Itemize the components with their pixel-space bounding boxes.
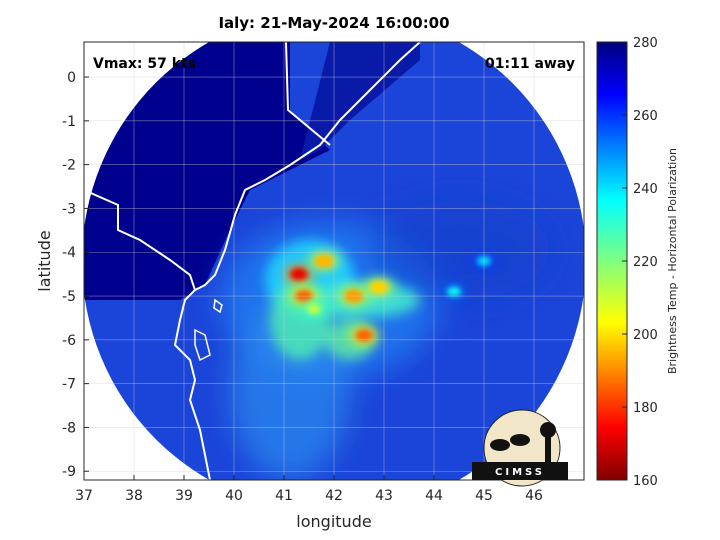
cold-feature [369, 280, 389, 295]
x-tick-label: 46 [525, 488, 543, 504]
y-axis-label: latitude [35, 230, 54, 291]
x-tick-label: 38 [125, 488, 143, 504]
logo-text: CIMSS [495, 467, 545, 478]
colorbar-tick-label: 260 [633, 109, 658, 124]
colorbar-tick-label: 200 [633, 328, 658, 343]
x-tick-label: 45 [475, 488, 493, 504]
x-tick-label: 37 [75, 488, 93, 504]
colorbar-tick-label: 180 [633, 401, 658, 416]
x-tick-label: 40 [225, 488, 243, 504]
y-tick-label: -9 [62, 464, 76, 480]
y-tick-label: -7 [62, 377, 76, 393]
cold-feature [355, 329, 373, 342]
y-axis-ticks: 0 -1 -2 -3 -4 -5 -6 -7 -8 -9 [62, 70, 89, 480]
colorbar-tick-label: 240 [633, 182, 658, 197]
y-tick-label: -1 [62, 114, 76, 130]
cold-feature [314, 254, 334, 268]
x-tick-label: 42 [325, 488, 343, 504]
y-tick-label: -6 [62, 333, 76, 349]
y-tick-label: -5 [62, 289, 76, 305]
coastline [84, 189, 211, 480]
time-away-annotation: 01:11 away [485, 56, 575, 72]
colorbar-ticks: 280 260 240 220 200 180 160 [622, 36, 658, 489]
x-tick-label: 43 [375, 488, 393, 504]
colorbar-tick-label: 160 [633, 474, 658, 489]
y-tick-label: -2 [62, 158, 76, 174]
colorbar-label: Brightness Temp - Horizontal Polarizatio… [666, 148, 679, 374]
vmax-annotation: Vmax: 57 kts [93, 56, 196, 72]
y-tick-label: -8 [62, 420, 76, 436]
land-warm-region [84, 42, 330, 300]
colorbar-tick-label: 280 [633, 36, 658, 51]
x-axis-label: longitude [296, 512, 371, 531]
cold-feature [290, 267, 308, 281]
x-axis-ticks: 37 38 39 40 41 42 43 44 45 46 [75, 475, 543, 504]
coastline-north [194, 42, 421, 291]
island [194, 328, 211, 362]
colorbar-tick-label: 220 [633, 255, 658, 270]
x-tick-label: 44 [425, 488, 443, 504]
grid-lines [84, 42, 584, 480]
cold-feature [307, 304, 321, 315]
cimss-logo: CIMSS [472, 409, 568, 487]
cold-feature [447, 286, 461, 297]
x-tick-label: 41 [275, 488, 293, 504]
y-tick-label: -3 [62, 201, 76, 217]
chart-title: Ialy: 21-May-2024 16:00:00 [218, 14, 450, 32]
y-tick-label: 0 [67, 70, 76, 86]
island-small [213, 298, 223, 314]
border-line [285, 42, 331, 146]
x-tick-label: 39 [175, 488, 193, 504]
plot-area [84, 42, 584, 480]
y-tick-label: -4 [62, 245, 76, 261]
